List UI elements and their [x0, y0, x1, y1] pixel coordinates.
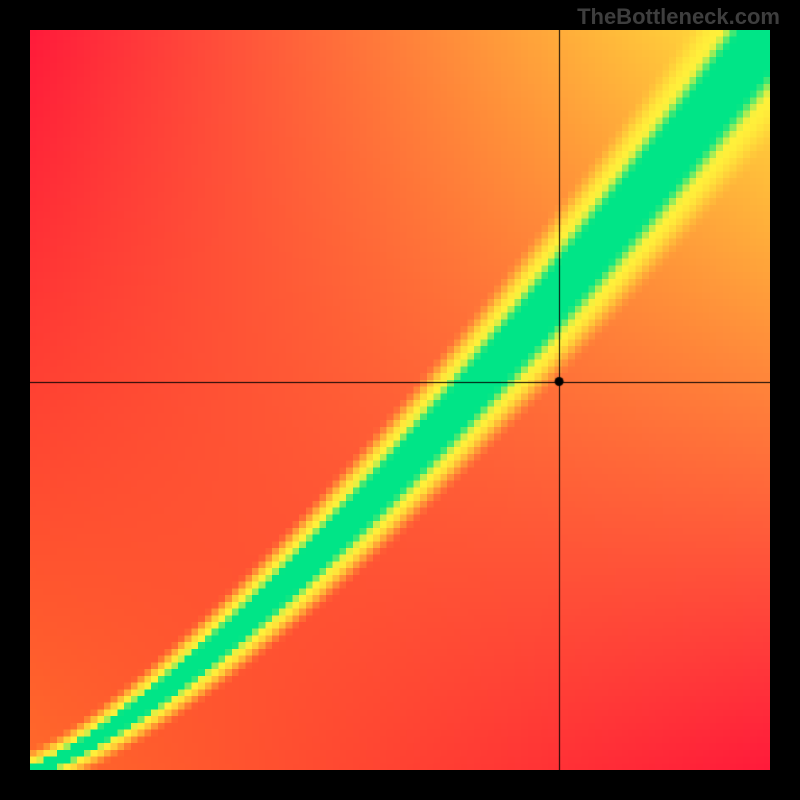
crosshair-overlay [30, 30, 770, 770]
watermark-text: TheBottleneck.com [577, 4, 780, 30]
